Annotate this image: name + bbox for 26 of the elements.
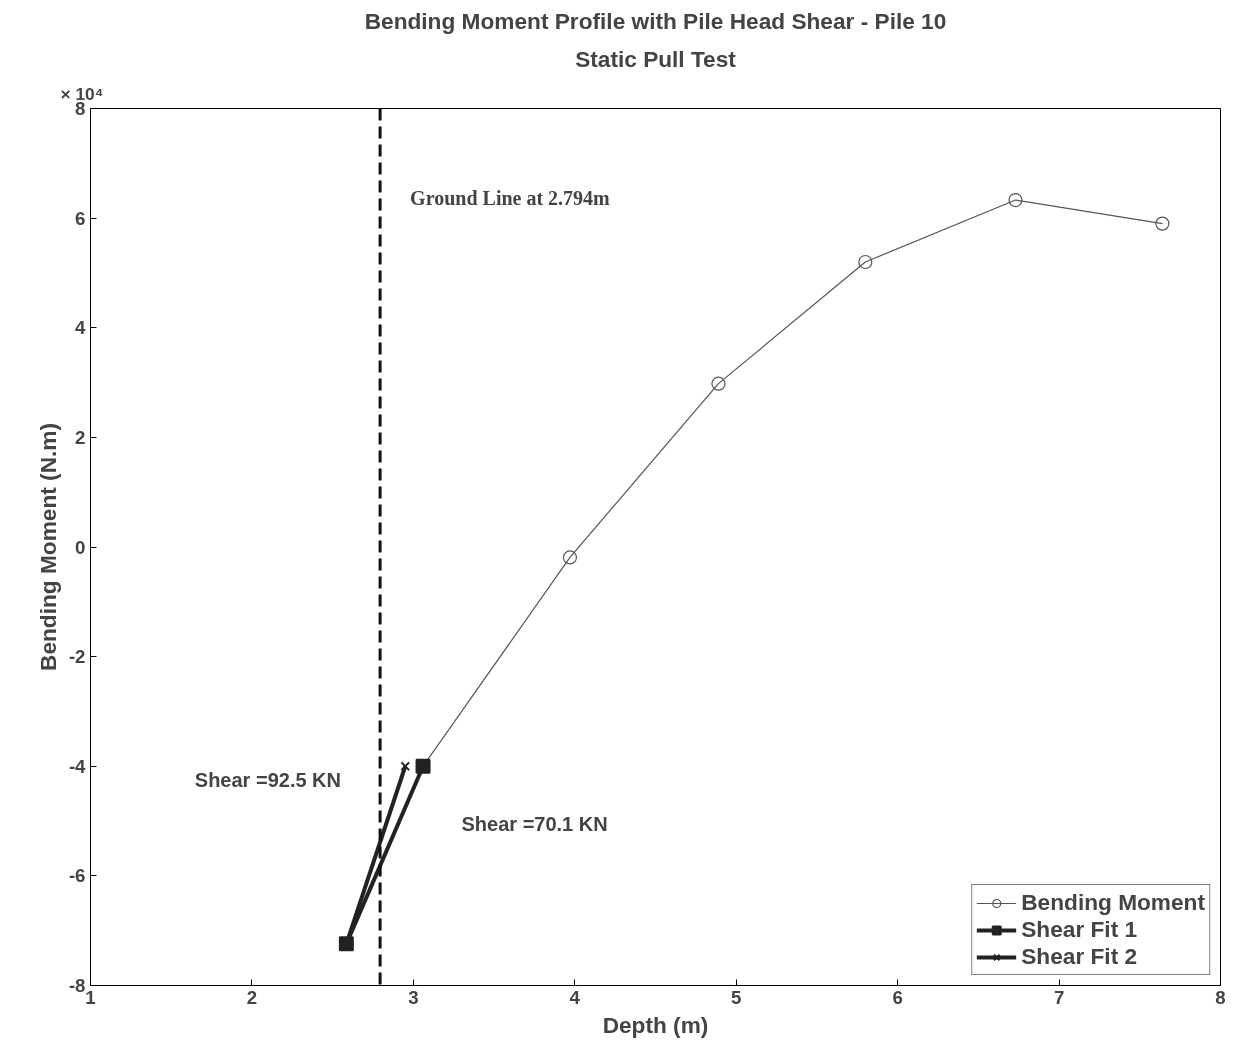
x-tick-label: 7 [1053,986,1065,1008]
x-tick-label: 2 [246,986,258,1008]
y-tick-label: -8 [68,975,86,996]
x-tick-label: 8 [1215,986,1226,1008]
y-tick-label: 0 [75,536,86,558]
legend-label: Shear Fit 1 [1021,916,1138,943]
y-tick-label: 2 [75,426,86,448]
x-tick-label: 5 [731,986,742,1008]
y-tick-label: 6 [75,207,86,229]
annotation: Shear =70.1 KN [461,813,608,836]
y-tick-label: -4 [68,755,87,777]
x-tick-label: 6 [892,986,903,1008]
legend-label: Bending Moment [1021,889,1205,916]
y-tick-label: -2 [68,646,86,668]
ref-line-label: Ground Line at 2.794m [410,186,611,209]
y-tick-label: -6 [68,865,86,887]
annotation: Shear =92.5 KN [194,769,342,792]
x-tick-label: 1 [85,986,96,1008]
x-axis-title: Depth (m) [602,1011,709,1038]
x-tick-label: 3 [408,986,419,1008]
y-tick-label: 4 [75,317,87,339]
legend-label: Shear Fit 2 [1021,943,1138,970]
chart-title: Bending Moment Profile with Pile Head Shear - Pile 10 [364,7,947,34]
y-axis-title: Bending Moment (N.m) [34,423,61,671]
chart-subtitle: Static Pull Test [575,45,737,72]
x-tick-label: 4 [569,986,581,1008]
